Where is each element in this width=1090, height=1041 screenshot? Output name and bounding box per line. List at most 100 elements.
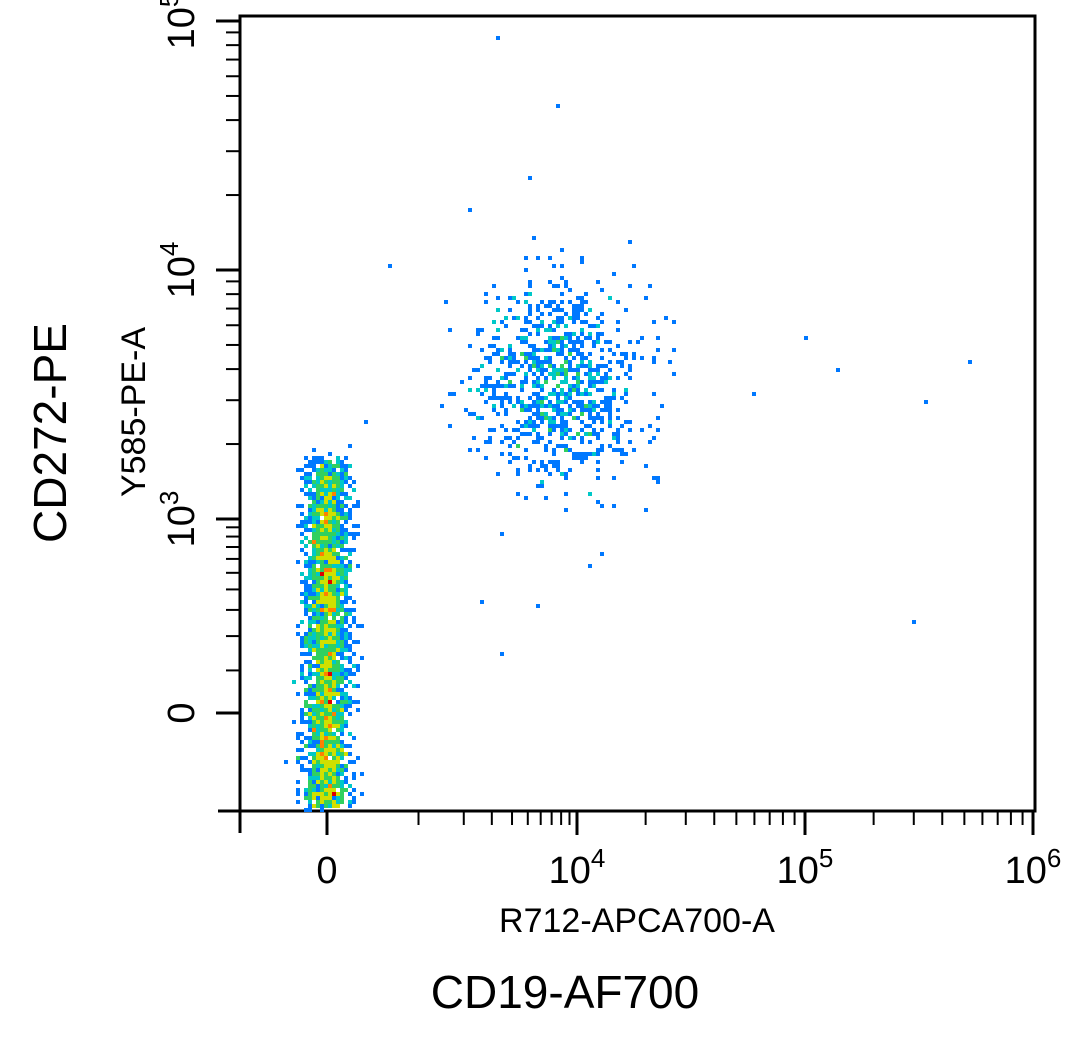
event-dot: [536, 484, 540, 488]
event-dot: [308, 540, 312, 544]
event-dot: [340, 700, 344, 704]
event-dot: [340, 768, 344, 772]
event-dot: [312, 636, 316, 640]
event-dot: [524, 372, 528, 376]
event-dot: [300, 712, 304, 716]
event-dot: [628, 420, 632, 424]
event-dot: [324, 532, 328, 536]
event-dot: [496, 352, 500, 356]
event-dot: [308, 792, 312, 796]
event-dot: [308, 728, 312, 732]
event-dot: [568, 352, 572, 356]
event-dot: [320, 540, 324, 544]
event-dot: [356, 624, 360, 628]
event-dot: [320, 668, 324, 672]
event-dot: [524, 456, 528, 460]
event-dot: [320, 552, 324, 556]
event-dot: [332, 736, 336, 740]
event-dot: [600, 408, 604, 412]
event-dot: [636, 340, 640, 344]
event-dot: [324, 748, 328, 752]
event-dot: [340, 692, 344, 696]
event-dot: [560, 372, 564, 376]
event-dot: [340, 560, 344, 564]
event-dot: [348, 548, 352, 552]
event-dot: [532, 440, 536, 444]
event-dot: [484, 400, 488, 404]
event-dot: [552, 428, 556, 432]
event-dot: [520, 352, 524, 356]
event-dot: [296, 468, 300, 472]
event-dot: [564, 332, 568, 336]
event-dot: [520, 384, 524, 388]
event-dot: [552, 340, 556, 344]
event-dot: [348, 700, 352, 704]
event-dot: [540, 360, 544, 364]
event-dot: [604, 372, 608, 376]
event-dot: [524, 420, 528, 424]
event-dot: [324, 556, 328, 560]
event-dot: [536, 416, 540, 420]
event-dot: [496, 36, 500, 40]
event-dot: [332, 532, 336, 536]
event-dot: [484, 388, 488, 392]
event-dot: [332, 512, 336, 516]
event-dot: [524, 496, 528, 500]
event-dot: [348, 804, 352, 808]
event-dot: [312, 756, 316, 760]
event-dot: [560, 352, 564, 356]
event-dot: [344, 576, 348, 580]
event-dot: [468, 208, 472, 212]
event-dot: [324, 468, 328, 472]
event-dot: [328, 556, 332, 560]
event-dot: [584, 392, 588, 396]
event-dot: [304, 476, 308, 480]
event-dot: [508, 460, 512, 464]
event-dot: [304, 600, 308, 604]
event-dot: [316, 712, 320, 716]
event-dot: [312, 712, 316, 716]
event-dot: [320, 620, 324, 624]
event-dot: [540, 320, 544, 324]
event-dot: [340, 708, 344, 712]
event-dot: [324, 656, 328, 660]
event-dot: [536, 396, 540, 400]
event-dot: [308, 668, 312, 672]
event-dot: [340, 628, 344, 632]
event-dot: [300, 592, 304, 596]
event-dot: [352, 600, 356, 604]
event-dot: [296, 748, 300, 752]
event-dot: [336, 804, 340, 808]
event-dot: [312, 584, 316, 588]
event-dot: [536, 436, 540, 440]
event-dot: [320, 652, 324, 656]
event-dot: [560, 348, 564, 352]
event-dot: [544, 304, 548, 308]
event-dot: [320, 656, 324, 660]
event-dot: [500, 652, 504, 656]
event-dot: [316, 460, 320, 464]
event-dot: [316, 596, 320, 600]
event-dot: [344, 692, 348, 696]
event-dot: [344, 496, 348, 500]
event-dot: [516, 436, 520, 440]
event-dot: [312, 468, 316, 472]
event-dot: [332, 664, 336, 668]
event-dot: [588, 372, 592, 376]
event-dot: [604, 376, 608, 380]
event-dot: [492, 408, 496, 412]
event-dot: [572, 368, 576, 372]
event-dot: [312, 736, 316, 740]
event-dot: [604, 404, 608, 408]
event-dot: [464, 408, 468, 412]
event-dot: [568, 348, 572, 352]
event-dot: [596, 432, 600, 436]
event-dot: [324, 528, 328, 532]
event-dot: [328, 644, 332, 648]
event-dot: [548, 304, 552, 308]
event-dot: [336, 500, 340, 504]
event-dot: [348, 624, 352, 628]
event-dot: [572, 348, 576, 352]
event-dot: [536, 304, 540, 308]
event-dot: [592, 368, 596, 372]
